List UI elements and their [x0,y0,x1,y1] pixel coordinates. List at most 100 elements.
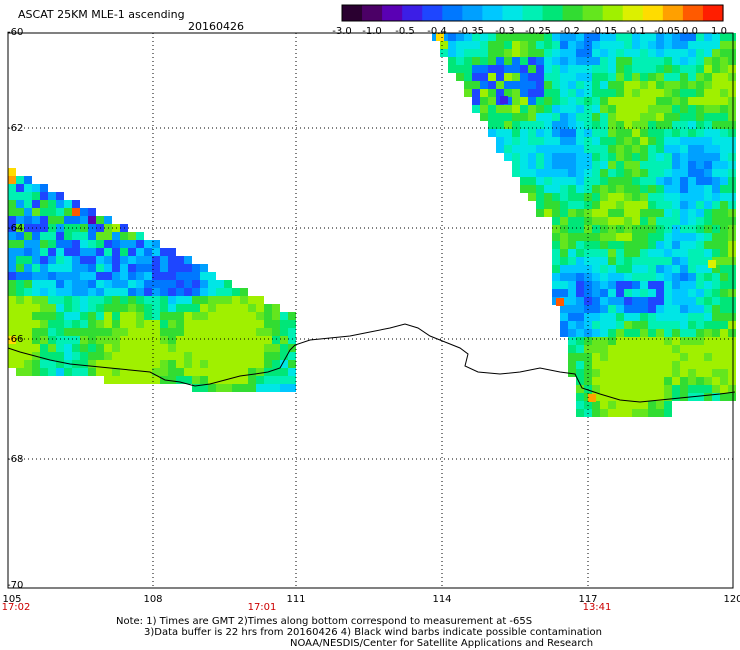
swath-pixel [576,57,584,65]
swath-pixel [536,89,544,97]
swath-pixel [712,153,720,161]
swath-pixel [592,337,600,345]
swath-pixel [672,377,680,385]
swath-pixel [648,105,656,113]
swath-pixel [696,97,704,105]
colorbar-tick-label: -0.25 [525,26,551,37]
swath-pixel [16,256,24,264]
swath-pixel [120,368,128,376]
swath-pixel [208,280,216,288]
swath-pixel [616,73,624,81]
swath-pixel [48,288,56,296]
swath-pixel [592,49,600,57]
swath-pixel [632,345,640,353]
swath-pixel [680,369,688,377]
lon-label-108: 108 [143,594,163,605]
swath-pixel [696,113,704,121]
swath-pixel [688,137,696,145]
swath-pixel [656,361,664,369]
swath-pixel [576,241,584,249]
swath-pixel [160,304,168,312]
swath-pixel [696,289,704,297]
swath-pixel [608,385,616,393]
swath-pixel [672,33,680,41]
swath-pixel [704,97,712,105]
swath-pixel [600,193,608,201]
swath-pixel [16,232,24,240]
swath-pixel [24,256,32,264]
swath-pixel [88,368,96,376]
swath-pixel [656,137,664,145]
swath-pixel [528,113,536,121]
swath-pixel [696,33,704,41]
swath-pixel [144,264,152,272]
swath-pixel [520,137,528,145]
swath-pixel [688,249,696,257]
swath-pixel [712,273,720,281]
swath-pixel [592,257,600,265]
swath-pixel [672,265,680,273]
swath-pixel [616,393,624,401]
swath-pixel [528,121,536,129]
swath-pixel [40,232,48,240]
swath-pixel [136,360,144,368]
swath-pixel [680,217,688,225]
swath-pixel [8,264,16,272]
swath-pixel [568,185,576,193]
swath-pixel [704,249,712,257]
swath-pixel [64,272,72,280]
swath-pixel [280,336,288,344]
swath-pixel [560,169,568,177]
swath-pixel [720,105,728,113]
swath-pixel [712,281,720,289]
swath-pixel [224,280,232,288]
swath-pixel [576,193,584,201]
swath-pixel [120,256,128,264]
swath-pixel [672,353,680,361]
swath-pixel [616,49,624,57]
swath-pixel [64,208,72,216]
swath-pixel [232,288,240,296]
swath-pixel [728,385,736,393]
swath-pixel [600,169,608,177]
swath-pixel [552,153,560,161]
swath-pixel [656,65,664,73]
swath-pixel [24,272,32,280]
swath-pixel [616,217,624,225]
swath-pixel [32,248,40,256]
swath-pixel [32,216,40,224]
swath-pixel [184,320,192,328]
swath-pixel [288,376,296,384]
swath-pixel [656,41,664,49]
swath-pixel [152,280,160,288]
swath-pixel [608,169,616,177]
swath-pixel [616,241,624,249]
swath-pixel [32,304,40,312]
swath-pixel [96,288,104,296]
swath-pixel [640,377,648,385]
swath-pixel [672,97,680,105]
swath-pixel [120,328,128,336]
swath-pixel [728,113,736,121]
swath-pixel [656,257,664,265]
swath-pixel [88,272,96,280]
swath-pixel [192,272,200,280]
swath-pixel [640,401,648,409]
swath-pixel [208,320,216,328]
swath-pixel [624,161,632,169]
swath-pixel [64,352,72,360]
swath-pixel [64,296,72,304]
swath-pixel [120,232,128,240]
swath-pixel [120,288,128,296]
swath-pixel [40,184,48,192]
swath-pixel [48,192,56,200]
swath-pixel [232,384,240,392]
swath-pixel [632,361,640,369]
swath-pixel [560,65,568,73]
colorbar-tick-label: -0.3 [495,26,515,37]
swath-pixel [672,209,680,217]
swath-pixel [224,376,232,384]
swath-pixel [520,49,528,57]
swath-pixel [680,57,688,65]
swath-pixel [728,257,736,265]
